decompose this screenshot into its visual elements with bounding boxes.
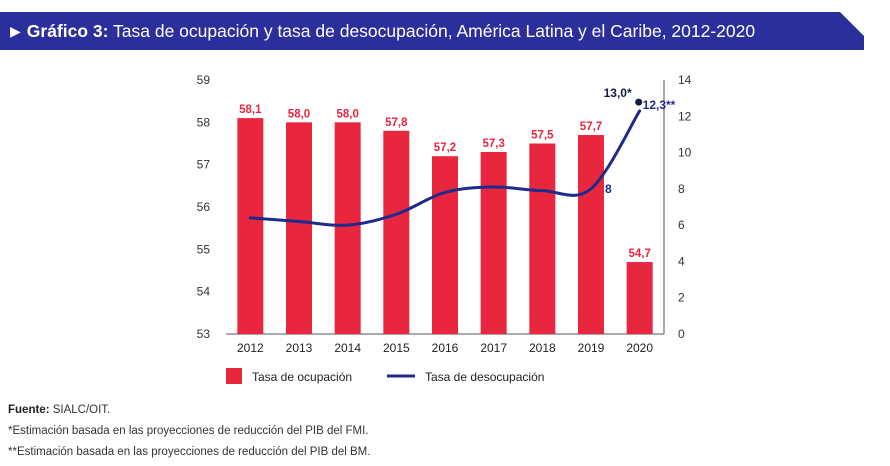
x-axis-tick: 2015 xyxy=(383,341,410,355)
legend-line-label: Tasa de desocupación xyxy=(425,370,544,384)
chart-title-text: Tasa de ocupación y tasa de desocupación… xyxy=(113,21,756,41)
source-label: Fuente: xyxy=(8,404,50,416)
left-axis-tick: 56 xyxy=(197,200,211,214)
x-axis-tick: 2017 xyxy=(480,341,507,355)
bar-value-label: 57,8 xyxy=(385,117,408,129)
line-value-label: 8 xyxy=(605,182,612,196)
bar-value-label: 58,0 xyxy=(336,108,358,120)
bar-value-label: 54,7 xyxy=(628,248,650,260)
x-axis-tick: 2020 xyxy=(626,341,653,355)
left-axis-tick: 59 xyxy=(197,73,211,87)
bar-2020 xyxy=(626,262,653,334)
chart-area: 53 54 55 56 57 58 59 0 2 4 6 8 10 12 14 58,1 58,0 58,0 57,… xyxy=(197,73,692,384)
x-axis-tick: 2012 xyxy=(237,341,264,355)
right-axis-tick: 14 xyxy=(678,73,692,87)
left-axis-tick: 54 xyxy=(197,285,211,299)
x-axis-tick: 2019 xyxy=(578,341,605,355)
play-arrow-icon: ▶ xyxy=(10,23,21,39)
x-axis-tick: 2016 xyxy=(432,341,459,355)
source-text: SIALC/OIT. xyxy=(52,404,111,416)
bar-value-label: 58,1 xyxy=(239,104,262,116)
legend-bar-swatch xyxy=(226,368,242,384)
bar-value-label: 57,2 xyxy=(434,142,456,154)
x-axis-tick: 2013 xyxy=(286,341,313,355)
chart-title: ▶ Gráfico 3: Tasa de ocupación y tasa de … xyxy=(10,12,755,50)
source-line: Fuente: SIALC/OIT. xyxy=(8,400,370,421)
estimate-point xyxy=(635,98,643,106)
bar-2017 xyxy=(480,151,507,334)
bar-2018 xyxy=(529,143,556,334)
chart-number: Gráfico 3: xyxy=(26,21,109,41)
bar-value-label: 57,7 xyxy=(580,121,602,133)
right-axis-tick: 8 xyxy=(678,182,685,196)
bar-2012 xyxy=(237,118,264,334)
right-axis-tick: 6 xyxy=(678,218,685,232)
chart-header: ▶ Gráfico 3: Tasa de ocupación y tasa de … xyxy=(0,12,864,50)
right-axis-tick: 12 xyxy=(678,109,692,123)
x-axis-tick: 2014 xyxy=(334,341,361,355)
right-axis-tick: 2 xyxy=(678,291,685,305)
estimate-point-label: 13,0* xyxy=(604,86,632,100)
right-axis-tick: 0 xyxy=(678,327,685,341)
x-axis-tick: 2018 xyxy=(529,341,556,355)
bar-value-label: 57,3 xyxy=(482,138,504,150)
bar-2016 xyxy=(432,156,458,334)
left-axis-tick: 57 xyxy=(197,158,211,172)
bar-2014 xyxy=(334,122,361,334)
bar-value-label: 58,0 xyxy=(288,108,310,120)
header-corner-cut xyxy=(840,12,864,36)
line-value-label: 12,3** xyxy=(643,98,676,112)
legend-bar-label: Tasa de ocupación xyxy=(252,370,352,384)
bar-2019 xyxy=(578,135,604,334)
bar-value-label: 57,5 xyxy=(531,130,554,142)
right-axis-tick: 4 xyxy=(678,254,685,268)
left-axis-tick: 55 xyxy=(197,242,211,256)
footnote-imf: *Estimación basada en las proyecciones d… xyxy=(8,425,369,437)
footnote-wb: **Estimación basada en las proyecciones … xyxy=(8,446,371,458)
unemployment-line xyxy=(248,109,642,227)
bar-2013 xyxy=(286,122,312,334)
left-axis-tick: 58 xyxy=(197,115,211,129)
right-axis-tick: 10 xyxy=(678,146,692,160)
left-axis-tick: 53 xyxy=(197,327,211,341)
chart-notes: Fuente: SIALC/OIT. *Estimación basada en… xyxy=(8,400,370,463)
bar-2015 xyxy=(383,130,410,334)
